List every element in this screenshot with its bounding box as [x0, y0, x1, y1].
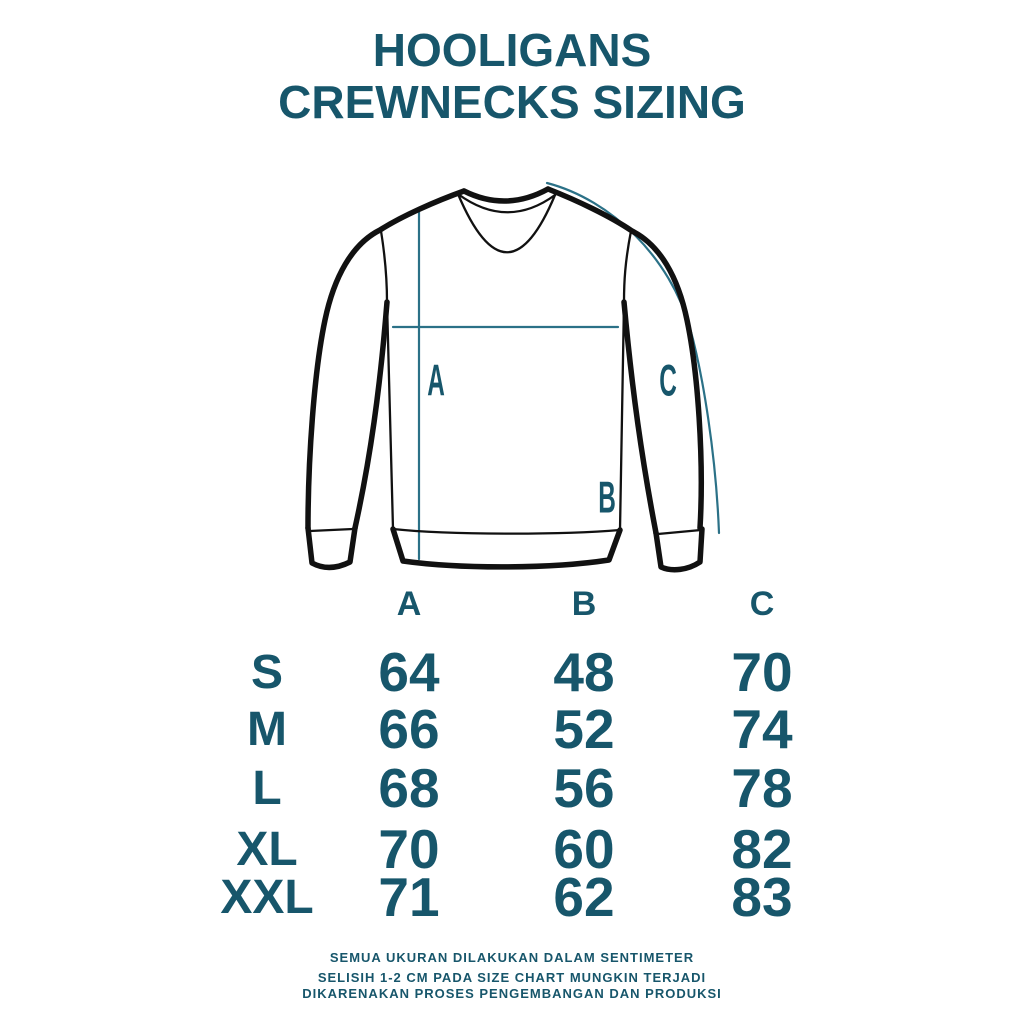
hem-top-line	[391, 527, 622, 535]
seam-lines	[308, 192, 703, 536]
footer-note-tolerance-line1: SELISIH 1-2 CM PADA SIZE CHART MUNGKIN T…	[317, 970, 707, 985]
size-label: L	[252, 762, 282, 815]
column-header-c: C	[749, 585, 775, 623]
left-cuff-top-line	[308, 527, 355, 533]
page-title-line2: CREWNECKS SIZING	[278, 76, 746, 128]
collar-band-lower-line	[456, 192, 557, 254]
value-a: 71	[378, 866, 440, 928]
right-inner-sleeve-outline	[621, 299, 659, 536]
value-a: 66	[378, 698, 440, 760]
right-body-seam	[618, 229, 633, 532]
left-inner-sleeve-outline	[352, 299, 390, 531]
size-label: M	[247, 703, 287, 756]
value-b: 52	[553, 698, 615, 760]
column-header-a: A	[396, 585, 422, 623]
left-body-seam	[379, 229, 395, 531]
value-b: 48	[553, 641, 615, 703]
size-label: XXL	[220, 871, 314, 924]
footer-note-units: SEMUA UKURAN DILAKUKAN DALAM SENTIMETER	[329, 950, 695, 965]
value-c: 70	[731, 641, 793, 703]
left-cuff-outline	[305, 525, 358, 571]
collar-band-upper-line	[456, 192, 557, 214]
diagram-label-c: C	[659, 355, 677, 406]
footer-note-tolerance: SELISIH 1-2 CM PADA SIZE CHART MUNGKIN T…	[0, 970, 1024, 1002]
column-header-b: B	[571, 585, 597, 623]
value-b: 60	[553, 818, 615, 880]
value-a: 70	[378, 818, 440, 880]
page-title: HOOLIGANS CREWNECKS SIZING	[0, 24, 1024, 128]
value-a: 64	[378, 641, 440, 703]
sweater-diagram: A B C	[270, 150, 760, 615]
value-c: 83	[731, 866, 793, 928]
right-cuff-top-line	[656, 528, 703, 536]
value-b: 62	[553, 866, 615, 928]
right-cuff-outline	[653, 526, 705, 573]
left-arm-outline	[305, 188, 467, 531]
value-c: 74	[731, 698, 793, 760]
value-b: 56	[553, 757, 615, 819]
diagram-label-a: A	[427, 355, 445, 406]
right-arm-outline	[545, 186, 704, 531]
value-a: 68	[378, 757, 440, 819]
value-c: 82	[731, 818, 793, 880]
silhouette-lines	[305, 186, 705, 573]
footer-note-tolerance-line2: DIKARENAKAN PROSES PENGEMBANGAN DAN PROD…	[302, 986, 722, 1001]
hem-outline	[390, 526, 623, 570]
size-label: S	[250, 646, 283, 699]
neckline-outline	[461, 186, 551, 204]
size-label: XL	[236, 823, 298, 876]
value-c: 78	[731, 757, 793, 819]
sweater-outline-svg	[305, 181, 721, 573]
diagram-label-b: B	[598, 472, 616, 523]
page-title-line1: HOOLIGANS	[372, 24, 652, 76]
